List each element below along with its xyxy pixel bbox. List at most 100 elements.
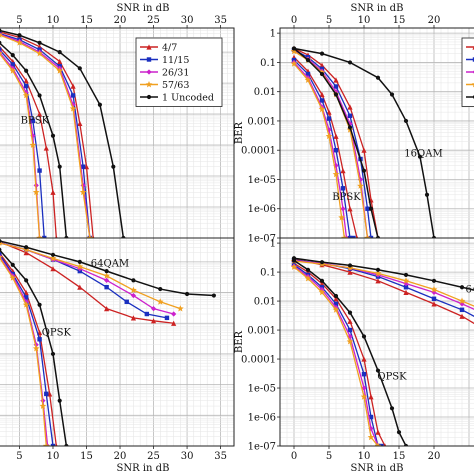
data-point (368, 394, 374, 400)
data-point (177, 305, 184, 312)
data-point (50, 189, 56, 195)
y-tick-label: 1e-06 (248, 204, 276, 215)
data-point (30, 118, 36, 124)
x-tick-label: 0 (291, 15, 297, 26)
y-tick-label: 1e-06 (248, 413, 276, 424)
series-line-1-uncoded (293, 259, 407, 446)
data-point (77, 120, 83, 126)
panel-top-right: 0 5 10 15 20 SNR in dB 1 0.1 0.01 0.001 0.0001 1e-0… (234, 3, 474, 245)
data-point (347, 125, 353, 130)
data-point (459, 285, 465, 290)
data-point (430, 286, 438, 293)
data-point (124, 299, 129, 305)
series-line-57-63 (0, 53, 41, 238)
data-point (431, 296, 437, 301)
data-point (50, 133, 56, 138)
data-point (403, 285, 409, 290)
data-point (319, 91, 325, 98)
data-point (130, 315, 137, 321)
data-point (340, 186, 346, 191)
series-line-4-7 (0, 241, 174, 324)
data-point (326, 116, 332, 121)
data-point (0, 251, 2, 257)
data-point (104, 277, 110, 283)
y-tick-label: 0.01 (254, 87, 276, 98)
data-point (346, 264, 354, 271)
data-point (50, 351, 56, 357)
x-tick-label: 35 (214, 451, 227, 462)
legend-label: 11/15 (162, 55, 189, 66)
data-point (23, 78, 29, 84)
legend-label: 1 Uncoded (162, 93, 214, 104)
y-tick-label: 0.001 (247, 116, 276, 127)
data-point (23, 295, 29, 300)
data-point (368, 235, 374, 238)
data-point (355, 235, 359, 238)
data-point (319, 71, 325, 77)
data-point (50, 266, 56, 272)
x-tick-label: 15 (80, 15, 93, 26)
data-point (55, 443, 58, 446)
data-point (0, 247, 2, 252)
curve-annotation: BPSK (21, 115, 50, 126)
data-point (104, 284, 109, 290)
x-tick-label: 30 (181, 15, 194, 26)
data-point (49, 254, 57, 262)
data-point (365, 206, 370, 211)
data-point (361, 334, 367, 339)
x-tick-label: 20 (114, 15, 127, 26)
data-point (57, 398, 62, 403)
data-point (319, 98, 325, 103)
data-point (338, 214, 345, 221)
data-point (361, 147, 367, 153)
data-point (22, 91, 30, 99)
data-point (57, 58, 63, 65)
data-point (347, 104, 353, 110)
data-point (318, 105, 326, 113)
data-point (29, 141, 37, 148)
series-line-11-15 (0, 49, 45, 238)
data-point (291, 256, 297, 261)
data-point (22, 246, 30, 253)
data-point (290, 263, 298, 270)
curve-annotation: 64Q (466, 284, 474, 295)
x-tick-label: 20 (428, 15, 441, 26)
data-point (357, 182, 364, 189)
data-point (361, 371, 367, 377)
data-point (403, 443, 409, 446)
data-point (42, 235, 47, 238)
series-line-4-7 (293, 47, 379, 238)
data-point (0, 255, 3, 261)
data-point (23, 250, 29, 256)
x-tick-label: 30 (181, 451, 194, 462)
x-tick-label: 35 (214, 15, 227, 26)
data-point (379, 443, 384, 446)
y-tick-label: 1e-07 (248, 442, 276, 453)
data-point (333, 296, 339, 302)
x-tick-label: 5 (16, 451, 22, 462)
data-point (333, 133, 339, 139)
plot-frame (0, 237, 235, 447)
data-point (374, 442, 382, 446)
series-line-4-7 (293, 56, 358, 238)
data-point (319, 51, 325, 56)
legend-marker (146, 94, 152, 100)
curve-annotation: 64QAM (91, 259, 129, 270)
data-point (32, 345, 40, 352)
data-point (55, 235, 58, 238)
data-point (76, 263, 84, 270)
data-point (56, 67, 64, 74)
data-point (305, 71, 311, 77)
data-point (50, 443, 56, 446)
series-group (0, 28, 126, 238)
x-tick-label: 5 (326, 15, 332, 26)
data-point (374, 269, 382, 277)
data-point (77, 259, 82, 264)
data-point (17, 33, 22, 38)
data-point (290, 47, 298, 55)
data-point (333, 92, 339, 97)
data-point (37, 302, 42, 307)
legend-marker (472, 57, 474, 62)
data-point (424, 192, 430, 197)
